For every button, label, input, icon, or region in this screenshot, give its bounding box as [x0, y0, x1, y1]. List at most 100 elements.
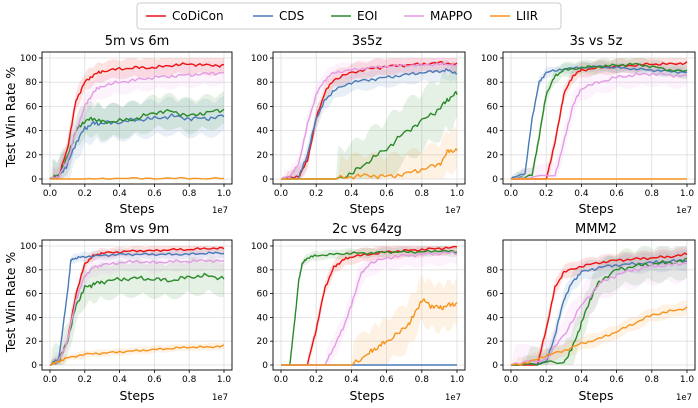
band-mappo — [281, 58, 457, 179]
x-tick-label: 0.4 — [344, 375, 359, 385]
series-line-mappo — [281, 62, 458, 180]
plot-frame — [272, 51, 466, 185]
legend-label-codicon: CoDiCon — [172, 9, 224, 23]
band-codicon — [50, 58, 224, 179]
panel-8m-vs-9m: 8m vs 9m Test Win Rate % Steps 1e7 0.0 0.… — [3, 222, 233, 403]
x-tick-label: 0.6 — [379, 375, 394, 385]
legend-label-mappo: MAPPO — [430, 9, 472, 23]
x-tick-label: 0.0 — [504, 189, 519, 199]
ticks: 0.0 0.2 0.4 0.6 0.8 1.0 0 20 40 60 80 — [487, 266, 695, 385]
y-tick-label: 40 — [26, 127, 38, 137]
x-tick-label: 0.2 — [78, 375, 92, 385]
ticks: 0.0 0.2 0.4 0.6 0.8 1.0 0 20 40 60 80 100 — [20, 54, 232, 199]
x-tick-label: 1.0 — [450, 375, 465, 385]
series-line-eoi — [511, 257, 688, 366]
series-line-mappo — [49, 258, 225, 366]
y-tick-label: 20 — [26, 337, 38, 347]
y-tick-label: 80 — [487, 78, 499, 88]
x-axis-label: Steps — [120, 388, 155, 403]
x-tick-label: 0.0 — [274, 375, 289, 385]
y-tick-label: 20 — [487, 151, 499, 161]
panel-5m-vs-6m: 5m vs 6m Test Win Rate % Steps 1e7 0.0 0.… — [3, 34, 233, 216]
panel-3s-vs-5z: 3s vs 5z Steps 1e7 0.0 0.2 0.4 0.6 0.8 1.0 0 20… — [481, 34, 696, 216]
x-tick-label: 0.6 — [609, 375, 624, 385]
y-tick-label: 40 — [487, 313, 499, 323]
x-tick-label: 0.8 — [182, 189, 197, 199]
y-tick-label: 20 — [257, 151, 269, 161]
plot-frame — [41, 51, 233, 185]
x-tick-label: 0.8 — [645, 375, 660, 385]
legend-label-liir: LIIR — [516, 9, 538, 23]
legend-label-cds: CDS — [279, 9, 304, 23]
series-line-codicon — [49, 62, 225, 180]
series-line-eoi — [281, 249, 458, 366]
y-tick-label: 0 — [262, 361, 268, 371]
band-codicon — [511, 247, 687, 365]
legend: CoDiCon CDS EOI MAPPO LIIR — [136, 2, 562, 30]
series-line-codicon — [281, 245, 458, 366]
x-tick-label: 0.2 — [539, 375, 553, 385]
x-axis-label: Steps — [350, 201, 385, 216]
panel-title: MMM2 — [575, 222, 617, 237]
grid — [42, 240, 232, 370]
x-tick-label: 0.8 — [415, 375, 430, 385]
y-tick-label: 100 — [481, 54, 498, 64]
ticks: 0.0 0.2 0.4 0.6 0.8 1.0 0 20 40 60 80 100 — [251, 54, 465, 199]
y-tick-label: 100 — [251, 242, 268, 252]
series-line-liir — [281, 148, 458, 180]
x-tick-label: 0.4 — [344, 189, 359, 199]
y-tick-label: 20 — [26, 151, 38, 161]
y-tick-label: 20 — [257, 337, 269, 347]
series-line-cds — [49, 251, 225, 366]
series-lines — [281, 245, 458, 366]
confidence-bands — [511, 58, 687, 179]
band-liir — [281, 126, 457, 179]
x-tick-label: 0.6 — [147, 375, 162, 385]
series-lines — [280, 60, 458, 180]
x-tick-label: 0.0 — [43, 189, 58, 199]
series-line-liir — [281, 298, 458, 366]
y-axis-label: Test Win Rate % — [3, 252, 18, 354]
panel-title: 5m vs 6m — [105, 34, 170, 49]
panel-title: 2c vs 64zg — [332, 222, 402, 237]
y-tick-label: 80 — [257, 266, 269, 276]
series-line-cds — [50, 113, 225, 180]
band-eoi — [50, 91, 224, 179]
panel-title: 3s5z — [352, 34, 382, 49]
band-mappo — [511, 60, 687, 179]
y-tick-label: 0 — [262, 175, 268, 185]
x-axis-label: Steps — [350, 388, 385, 403]
x-tick-label: 0.4 — [574, 189, 589, 199]
x-tick-label: 1.0 — [680, 189, 695, 199]
panel-3s5z: 3s5z Steps 1e7 0.0 0.2 0.4 0.6 0.8 1.0 0 20 40 60… — [251, 34, 466, 216]
x-multiplier: 1e7 — [445, 206, 461, 216]
ticks: 0.0 0.2 0.4 0.6 0.8 1.0 0 20 40 60 80 100 — [481, 54, 695, 199]
series-line-liir — [50, 176, 224, 180]
y-tick-label: 0 — [31, 175, 37, 185]
series-line-cds — [280, 68, 458, 180]
panel-title: 8m vs 9m — [105, 222, 170, 237]
series-line-cds — [510, 65, 688, 180]
y-tick-label: 100 — [20, 242, 37, 252]
x-tick-label: 0.2 — [78, 189, 92, 199]
x-tick-label: 0.6 — [147, 189, 162, 199]
x-tick-label: 0.0 — [504, 375, 519, 385]
band-codicon — [511, 58, 687, 179]
x-tick-label: 1.0 — [680, 375, 695, 385]
series-lines — [510, 252, 688, 366]
band-eoi — [511, 246, 687, 365]
x-tick-label: 0.2 — [539, 189, 553, 199]
band-eoi — [281, 62, 457, 179]
y-tick-label: 60 — [26, 290, 38, 300]
y-tick-label: 40 — [487, 127, 499, 137]
x-tick-label: 1.0 — [217, 189, 232, 199]
x-multiplier: 1e7 — [445, 393, 461, 403]
band-liir — [50, 342, 224, 365]
y-tick-label: 40 — [26, 313, 38, 323]
y-tick-label: 60 — [26, 102, 38, 112]
plot-frame — [41, 239, 233, 371]
panel-title: 3s vs 5z — [570, 34, 623, 49]
series-line-mappo — [510, 72, 688, 180]
x-tick-label: 0.0 — [43, 375, 58, 385]
x-tick-label: 0.8 — [415, 189, 430, 199]
